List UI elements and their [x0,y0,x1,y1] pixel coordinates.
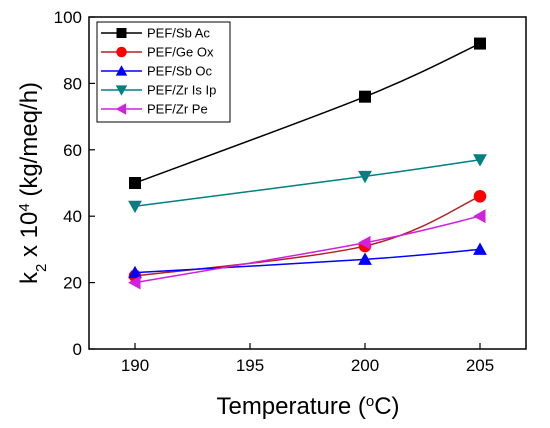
series-2 [128,242,487,279]
data-point [358,170,372,184]
legend-marker [116,28,127,38]
legend-label: PEF/Zr Pe [147,102,208,117]
y-tick-label: 0 [73,340,82,359]
legend-marker [116,46,127,58]
data-point [358,235,371,250]
y-tick-label: 80 [63,74,82,93]
series-3 [128,154,487,214]
legend-label: PEF/Sb Ac [147,26,210,41]
data-point [474,37,486,50]
data-point [128,275,141,290]
legend-label: PEF/Ge Ox [147,45,214,60]
x-tick-label: 200 [351,356,379,375]
series-line [134,42,481,184]
data-point [128,200,142,214]
y-tick-label: 100 [54,8,82,27]
series-line [134,215,481,284]
data-point [473,154,487,167]
legend-label: PEF/Sb Oc [147,64,213,79]
data-point [473,209,486,224]
legend-label: PEF/Zr Is Ip [147,83,216,98]
x-tick-label: 190 [121,356,149,375]
plot-frame [88,16,527,350]
x-tick-label: 195 [236,356,264,375]
y-axis-title: k2 x 104 (kg/meq/h) [16,82,50,284]
legend-marker [115,85,128,96]
data-point [473,189,487,203]
data-point [129,177,141,189]
legend-marker [115,65,128,76]
y-tick-label: 40 [63,207,82,226]
series-1 [128,189,487,283]
series-line [134,248,481,274]
legend-marker [115,103,127,115]
data-point [473,242,487,255]
series-layer [128,37,487,290]
x-axis-title: Temperature (oC) [216,393,399,421]
y-tick-label: 60 [63,141,82,160]
series-line [134,159,481,207]
series-line [134,195,481,277]
data-point [358,252,372,265]
y-tick-label: 20 [63,274,82,293]
series-4 [128,209,486,290]
legend: PEF/Sb Ac PEF/Ge Ox PEF/Sb Oc PEF/Zr Is Ip P… [96,21,231,123]
data-point [359,90,371,103]
axis-ticks: 190 195 200 205 0 20 40 60 80 100 [54,8,495,375]
series-0 [129,37,486,189]
data-point [128,265,142,279]
x-tick-label: 205 [466,356,494,375]
